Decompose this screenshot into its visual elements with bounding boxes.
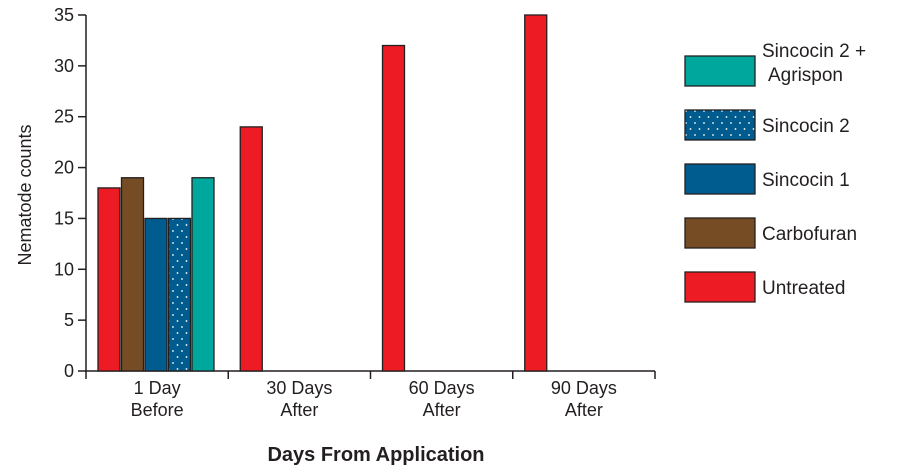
y-axis-label: Nematode counts (15, 124, 35, 265)
bar-untreated (97, 187, 121, 372)
y-tick-label: 10 (54, 259, 74, 279)
bar-untreated (239, 126, 263, 372)
legend-swatch (684, 109, 756, 141)
legend-swatch (684, 163, 756, 195)
y-axis: 0 5 10 15 20 25 30 35 (54, 5, 87, 381)
y-tick-label: 5 (64, 310, 74, 330)
bar-untreated (524, 14, 548, 372)
y-tick-label: 20 (54, 158, 74, 178)
bar-sincocin-1 (144, 217, 168, 372)
legend-item: Sincocin 2 + Agrispon (684, 41, 866, 87)
y-tick-label: 35 (54, 5, 74, 25)
legend-item: Untreated (684, 271, 845, 303)
legend-label: Untreated (762, 278, 845, 299)
x-tick-label: 30 Days After (266, 378, 332, 420)
bar-carbofuran (120, 177, 145, 372)
bar-untreated (381, 44, 406, 372)
legend-label: Sincocin 1 (762, 170, 850, 191)
legend-item: Sincocin 2 (684, 109, 850, 141)
legend-label: Sincocin 2 (762, 116, 850, 137)
y-tick-label: 0 (64, 361, 74, 381)
legend-swatch (684, 217, 756, 249)
x-axis-label: Days From Application (267, 444, 484, 466)
x-tick-label: 1 Day Before (131, 378, 184, 420)
y-tick-label: 25 (54, 107, 74, 127)
y-tick-label: 30 (54, 56, 74, 76)
legend-label: Carbofuran (762, 224, 857, 245)
bars-group (97, 14, 548, 372)
x-axis: 1 Day Before 30 Days After 60 Days After 90 Da… (85, 370, 656, 420)
bar-sincocin-2 (167, 217, 192, 372)
y-tick-label: 15 (54, 208, 74, 228)
legend-item: Sincocin 1 (684, 163, 850, 195)
legend-swatch (684, 55, 756, 87)
x-tick-label: 90 Days After (551, 378, 617, 420)
legend-label: Sincocin 2 + Agrispon (762, 41, 866, 86)
x-tick-label: 60 Days After (409, 378, 475, 420)
bar-sincocin-2-agrispon (191, 177, 215, 372)
legend-item: Carbofuran (684, 217, 857, 249)
legend: Sincocin 2 + Agrispon Sincocin 2 Sincocin 1… (684, 41, 866, 303)
legend-swatch (684, 271, 756, 303)
